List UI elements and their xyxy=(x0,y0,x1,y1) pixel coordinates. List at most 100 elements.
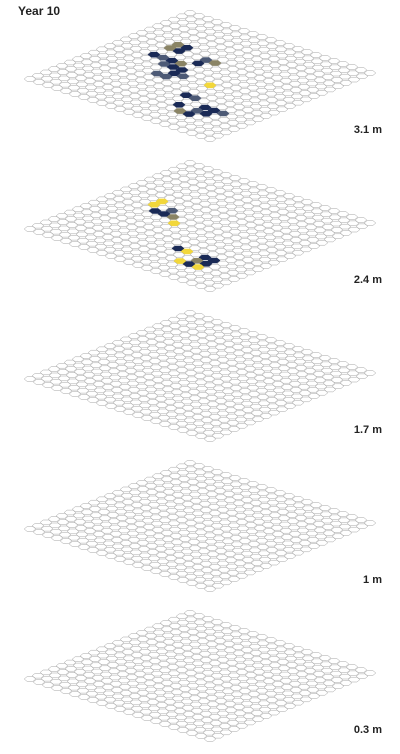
grid-cell xyxy=(290,93,304,100)
grid-cell xyxy=(103,397,117,403)
grid-cell xyxy=(228,679,242,685)
grid-cell xyxy=(339,80,353,86)
grid-cell xyxy=(175,421,189,427)
grid-cell xyxy=(251,566,265,572)
grid-cell xyxy=(138,102,152,109)
grid-cell xyxy=(58,232,72,238)
grid-cell xyxy=(201,16,215,22)
grid-cell xyxy=(235,423,249,429)
grid-cell xyxy=(80,59,94,65)
grid-cell xyxy=(195,685,209,692)
grid-cell xyxy=(122,109,136,115)
grid-cell xyxy=(249,650,263,656)
grid-cell xyxy=(157,415,171,421)
grid-cell xyxy=(137,42,151,49)
grid-cell xyxy=(101,384,115,390)
grid-cell xyxy=(111,490,125,496)
grid-cell xyxy=(128,693,142,699)
grid-cell xyxy=(167,424,181,430)
grid-cell xyxy=(230,187,244,194)
grid-cell xyxy=(231,247,245,254)
grid-cell xyxy=(175,721,189,727)
grid-cell xyxy=(291,196,305,202)
grid-cell xyxy=(201,166,215,172)
grid-cell xyxy=(154,42,168,48)
grid-cell xyxy=(307,93,321,99)
grid-cell xyxy=(210,673,224,679)
grid-cell xyxy=(246,535,260,541)
grid-cell xyxy=(159,373,173,380)
grid-cell xyxy=(184,16,198,22)
grid-cell xyxy=(279,78,293,84)
grid-cell xyxy=(346,520,360,526)
grid-cell xyxy=(183,10,197,16)
grid-cell xyxy=(178,632,192,638)
grid-cell xyxy=(116,371,130,377)
grid-cell xyxy=(223,497,237,503)
grid-cell xyxy=(214,398,228,404)
grid-cell xyxy=(318,205,332,211)
grid-cell xyxy=(171,95,185,102)
grid-cell xyxy=(330,377,344,383)
grid-cell xyxy=(98,65,112,71)
grid-cell xyxy=(221,184,235,191)
grid-cell xyxy=(233,710,247,716)
grid-cell xyxy=(228,25,242,31)
grid-cell xyxy=(73,369,87,375)
grid-cell xyxy=(182,561,196,567)
grid-cell xyxy=(220,328,234,334)
grid-cell xyxy=(249,103,263,110)
grid-cell xyxy=(85,241,99,247)
grid-cell xyxy=(64,666,78,672)
grid-cell xyxy=(67,535,81,541)
grid-cell xyxy=(215,404,229,410)
grid-cell xyxy=(215,50,229,57)
grid-cell xyxy=(231,44,245,50)
grid-cell xyxy=(248,247,262,253)
grid-cell xyxy=(165,711,179,718)
grid-cell xyxy=(291,700,305,706)
grid-cell xyxy=(121,199,135,205)
grid-cell xyxy=(112,496,126,502)
grid-cell xyxy=(200,663,214,670)
grid-cell xyxy=(104,199,118,205)
grid-cell xyxy=(256,394,270,400)
grid-cell xyxy=(255,388,269,394)
grid-cell xyxy=(217,267,231,273)
grid-cell xyxy=(147,555,161,562)
grid-cell xyxy=(221,334,235,341)
grid-cell xyxy=(184,520,198,526)
grid-cell xyxy=(299,96,313,103)
layer-label: 0.3 m xyxy=(353,724,382,736)
layer-label: 1 m xyxy=(363,574,382,586)
grid-cell xyxy=(253,75,267,81)
grid-cell xyxy=(204,635,218,641)
grid-cell xyxy=(216,560,230,567)
grid-cell xyxy=(313,677,327,683)
grid-cell xyxy=(162,392,176,399)
grid-cell xyxy=(216,710,230,717)
grid-cell xyxy=(191,510,205,517)
grid-cell xyxy=(221,484,235,491)
grid-cell xyxy=(127,333,141,339)
grid-cell xyxy=(153,389,167,396)
grid-cell xyxy=(331,383,345,389)
grid-cell xyxy=(329,670,343,677)
grid-cell xyxy=(222,94,236,101)
grid-cell xyxy=(103,97,117,103)
grid-cell xyxy=(174,564,188,571)
grid-cell xyxy=(216,260,230,267)
grid-cell xyxy=(206,551,220,557)
grid-cell xyxy=(256,544,270,550)
grid-cell xyxy=(81,515,95,522)
grid-cell xyxy=(104,649,118,655)
grid-cell xyxy=(200,567,214,573)
grid-cell xyxy=(273,340,287,346)
grid-cell xyxy=(144,633,158,639)
grid-cell xyxy=(289,687,303,693)
grid-cell xyxy=(227,126,241,132)
grid-cell xyxy=(135,330,149,336)
grid-cell xyxy=(226,120,240,126)
grid-cell xyxy=(173,558,187,564)
grid-cell xyxy=(89,362,103,368)
